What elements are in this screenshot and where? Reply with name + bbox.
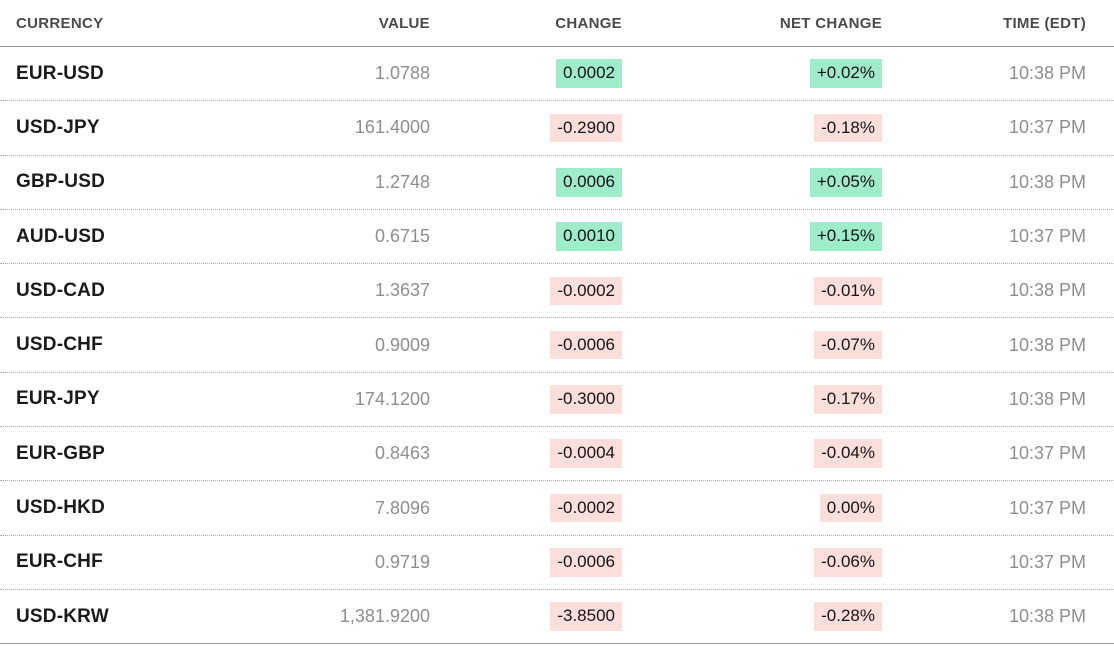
currency-pair-link[interactable]: USD-HKD	[16, 497, 106, 519]
table-row: EUR-CHF 0.9719 -0.0006 -0.06% 10:37 PM	[0, 536, 1114, 590]
net-change-badge: +0.05%	[809, 167, 882, 197]
change-badge: -0.0002	[550, 276, 622, 306]
currency-pair-link[interactable]: EUR-USD	[16, 62, 104, 84]
currency-pair-link[interactable]: USD-JPY	[16, 116, 100, 138]
table-row: USD-KRW 1,381.9200 -3.8500 -0.28% 10:38 …	[0, 590, 1114, 645]
value-cell: 1,381.9200	[339, 606, 430, 627]
value-cell: 0.9009	[374, 334, 430, 355]
change-badge: -0.0002	[550, 493, 622, 523]
currency-pair-link[interactable]: EUR-CHF	[16, 551, 103, 573]
table-header: CURRENCY VALUE CHANGE NET CHANGE TIME (E…	[0, 0, 1114, 47]
table-row: USD-CHF 0.9009 -0.0006 -0.07% 10:38 PM	[0, 318, 1114, 373]
currency-pair-link[interactable]: EUR-GBP	[16, 442, 106, 464]
time-cell: 10:37 PM	[1008, 551, 1086, 572]
column-header-net-change: NET CHANGE	[779, 14, 882, 32]
change-badge: -0.0006	[550, 330, 622, 360]
change-badge: -0.0004	[550, 439, 622, 468]
value-cell: 1.3637	[374, 280, 430, 301]
time-cell: 10:37 PM	[1008, 497, 1086, 518]
time-cell: 10:37 PM	[1008, 117, 1086, 138]
net-change-badge: -0.06%	[814, 548, 882, 577]
column-header-currency: CURRENCY	[16, 14, 104, 32]
column-header-time: TIME (EDT)	[1003, 14, 1086, 32]
net-change-badge: -0.04%	[814, 439, 882, 468]
change-badge: 0.0006	[556, 167, 622, 197]
change-badge: 0.0002	[556, 59, 622, 88]
change-badge: -0.3000	[550, 385, 622, 414]
time-cell: 10:38 PM	[1008, 606, 1086, 627]
column-header-change: CHANGE	[555, 14, 622, 32]
net-change-badge: +0.15%	[809, 222, 882, 251]
time-cell: 10:38 PM	[1008, 280, 1086, 301]
table-row: USD-HKD 7.8096 -0.0002 0.00% 10:37 PM	[0, 481, 1114, 536]
net-change-badge: -0.01%	[814, 276, 882, 306]
table-row: USD-JPY 161.4000 -0.2900 -0.18% 10:37 PM	[0, 101, 1114, 156]
net-change-badge: -0.07%	[814, 330, 882, 360]
currency-pair-link[interactable]: USD-CAD	[16, 279, 106, 301]
time-cell: 10:38 PM	[1008, 63, 1086, 84]
table-row: EUR-USD 1.0788 0.0002 +0.02% 10:38 PM	[0, 47, 1114, 102]
column-header-value: VALUE	[378, 14, 430, 32]
table-row: GBP-USD 1.2748 0.0006 +0.05% 10:38 PM	[0, 156, 1114, 210]
value-cell: 0.6715	[374, 226, 430, 247]
table-row: EUR-GBP 0.8463 -0.0004 -0.04% 10:37 PM	[0, 427, 1114, 482]
time-cell: 10:38 PM	[1008, 171, 1086, 192]
currency-pair-link[interactable]: USD-KRW	[16, 605, 109, 627]
change-badge: 0.0010	[556, 222, 622, 251]
time-cell: 10:37 PM	[1008, 226, 1086, 247]
table-row: USD-CAD 1.3637 -0.0002 -0.01% 10:38 PM	[0, 264, 1114, 319]
net-change-badge: -0.18%	[814, 113, 882, 143]
value-cell: 161.4000	[354, 117, 430, 138]
table-row: AUD-USD 0.6715 0.0010 +0.15% 10:37 PM	[0, 210, 1114, 265]
value-cell: 174.1200	[354, 388, 430, 409]
change-badge: -0.0006	[550, 548, 622, 577]
change-badge: -3.8500	[550, 602, 622, 631]
net-change-badge: -0.28%	[814, 602, 882, 631]
value-cell: 0.8463	[374, 443, 430, 464]
change-badge: -0.2900	[550, 113, 622, 143]
time-cell: 10:37 PM	[1008, 443, 1086, 464]
value-cell: 1.2748	[374, 171, 430, 192]
currency-pair-link[interactable]: AUD-USD	[16, 225, 106, 247]
net-change-badge: 0.00%	[819, 493, 882, 523]
currency-pair-link[interactable]: EUR-JPY	[16, 388, 100, 410]
value-cell: 1.0788	[374, 63, 430, 84]
net-change-badge: -0.17%	[814, 385, 882, 414]
time-cell: 10:38 PM	[1008, 388, 1086, 409]
table-row: EUR-JPY 174.1200 -0.3000 -0.17% 10:38 PM	[0, 373, 1114, 428]
net-change-badge: +0.02%	[809, 59, 882, 88]
currency-pair-link[interactable]: GBP-USD	[16, 171, 106, 193]
time-cell: 10:38 PM	[1008, 334, 1086, 355]
currency-pair-link[interactable]: USD-CHF	[16, 334, 103, 356]
value-cell: 7.8096	[374, 497, 430, 518]
value-cell: 0.9719	[374, 551, 430, 572]
